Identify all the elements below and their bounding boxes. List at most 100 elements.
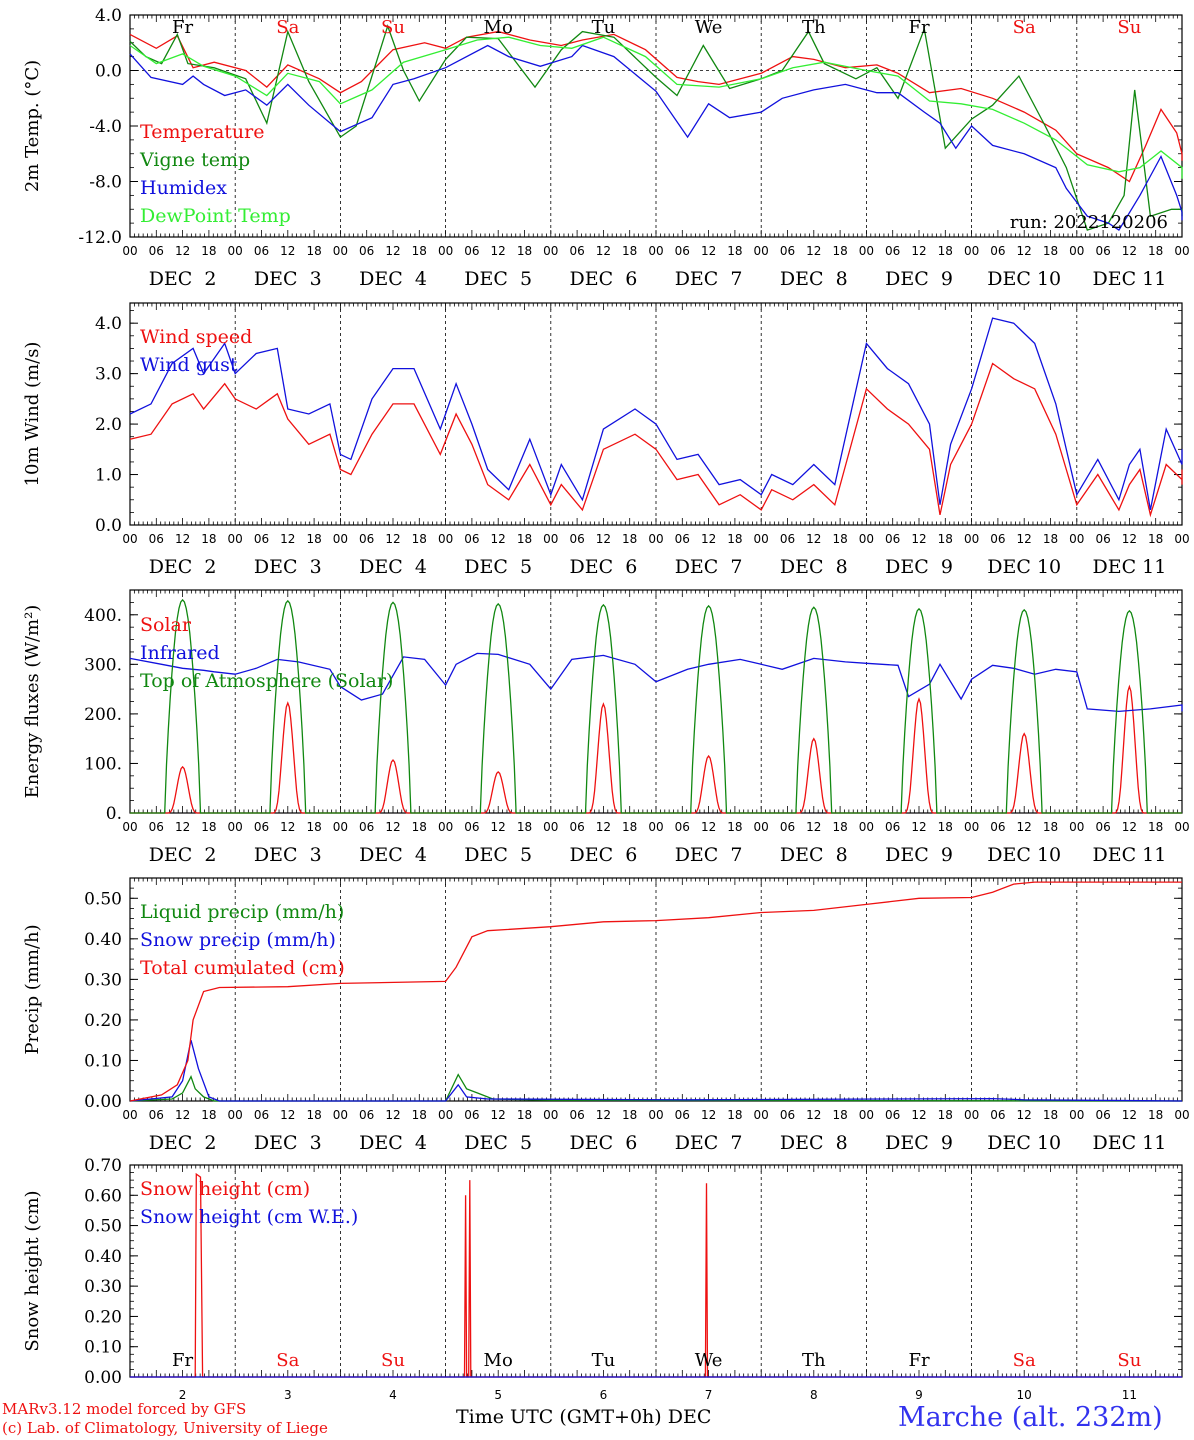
y-tick-label: 4.0 bbox=[95, 6, 122, 26]
y-axis-label: 10m Wind (m/s) bbox=[22, 342, 43, 487]
chart-panel-3: 0. 100. 200. 300. 400. Energy fluxes (W/m²) So… bbox=[22, 589, 1190, 866]
hour-tick-label: 06 bbox=[254, 1108, 269, 1122]
hour-tick-label: 06 bbox=[464, 820, 479, 834]
hour-tick-label: 00 bbox=[964, 1108, 979, 1122]
date-label: DEC 10 bbox=[987, 1132, 1061, 1154]
hour-tick-label: 00 bbox=[859, 244, 874, 258]
hour-tick-label: 00 bbox=[228, 1108, 243, 1122]
y-axis-label: 2m Temp. (°C) bbox=[22, 60, 43, 192]
day-number-label: 8 bbox=[810, 1388, 818, 1402]
hour-tick-label: 00 bbox=[438, 532, 453, 546]
date-label: DEC 3 bbox=[254, 268, 322, 290]
weekday-label: Fr bbox=[908, 17, 929, 38]
hour-tick-label: 18 bbox=[412, 244, 427, 258]
hour-tick-label: 18 bbox=[1043, 532, 1058, 546]
date-label: DEC 7 bbox=[675, 556, 743, 578]
hour-tick-label: 06 bbox=[464, 244, 479, 258]
hour-tick-label: 06 bbox=[464, 1108, 479, 1122]
hour-tick-label: 12 bbox=[911, 820, 926, 834]
date-label: DEC 4 bbox=[359, 844, 427, 866]
date-label: DEC 8 bbox=[780, 268, 848, 290]
weekday-label: Tu bbox=[592, 1350, 616, 1371]
y-tick-label: 0.50 bbox=[84, 1217, 122, 1237]
hour-tick-label: 18 bbox=[306, 532, 321, 546]
hour-tick-label: 18 bbox=[832, 532, 847, 546]
hour-tick-label: 18 bbox=[832, 820, 847, 834]
hour-tick-label: 06 bbox=[990, 1108, 1005, 1122]
hour-tick-label: 18 bbox=[201, 1108, 216, 1122]
hour-tick-label: 12 bbox=[1017, 244, 1032, 258]
hour-tick-label: 00 bbox=[543, 244, 558, 258]
y-tick-label: 0.60 bbox=[84, 1186, 122, 1206]
hour-tick-label: 12 bbox=[491, 820, 506, 834]
weekday-label: Th bbox=[802, 1350, 826, 1371]
hour-tick-label: 00 bbox=[964, 820, 979, 834]
legend-entry: Snow height (cm) bbox=[140, 1178, 310, 1200]
y-tick-label: 0. bbox=[106, 804, 122, 824]
hour-tick-label: 12 bbox=[1122, 532, 1137, 546]
hour-tick-label: 00 bbox=[333, 532, 348, 546]
y-tick-label: 0.0 bbox=[95, 62, 122, 82]
station-label: Marche (alt. 232m) bbox=[898, 1402, 1163, 1433]
hour-tick-label: 00 bbox=[964, 244, 979, 258]
legend-entry: Solar bbox=[140, 614, 192, 636]
hour-tick-label: 12 bbox=[175, 532, 190, 546]
chart-panel-1: -12.0 -8.0 -4.0 0.0 4.0 2m Temp. (°C) Temperat… bbox=[22, 6, 1190, 290]
weekday-label: Th bbox=[802, 17, 826, 38]
date-label: DEC 5 bbox=[464, 1132, 532, 1154]
hour-tick-label: 00 bbox=[859, 1108, 874, 1122]
hour-tick-label: 18 bbox=[1043, 1108, 1058, 1122]
y-tick-label: 400. bbox=[84, 606, 122, 626]
day-number-label: 5 bbox=[494, 1388, 502, 1402]
date-label: DEC 11 bbox=[1092, 844, 1166, 866]
credit-line-2: (c) Lab. of Climatology, University of L… bbox=[2, 1419, 328, 1437]
hour-tick-label: 06 bbox=[254, 820, 269, 834]
hour-tick-label: 00 bbox=[543, 532, 558, 546]
hour-tick-label: 12 bbox=[911, 244, 926, 258]
hour-tick-label: 00 bbox=[228, 532, 243, 546]
credit-line-1: MARv3.12 model forced by GFS bbox=[2, 1400, 247, 1418]
hour-tick-label: 06 bbox=[1095, 1108, 1110, 1122]
hour-tick-label: 12 bbox=[701, 244, 716, 258]
hour-tick-label: 06 bbox=[885, 1108, 900, 1122]
y-tick-label: 0.40 bbox=[84, 1247, 122, 1267]
hour-tick-label: 06 bbox=[569, 1108, 584, 1122]
date-label: DEC 6 bbox=[569, 556, 637, 578]
series-temperature bbox=[129, 30, 1183, 183]
hour-tick-label: 12 bbox=[1122, 244, 1137, 258]
y-tick-label: 0.30 bbox=[84, 1277, 122, 1297]
y-tick-label: 0.30 bbox=[84, 970, 122, 990]
date-label: DEC 4 bbox=[359, 556, 427, 578]
legend-entry: Vigne temp bbox=[139, 149, 250, 171]
hour-tick-label: 00 bbox=[1069, 244, 1084, 258]
hour-tick-label: 06 bbox=[569, 532, 584, 546]
hour-tick-label: 18 bbox=[517, 820, 532, 834]
weekday-label: Mo bbox=[484, 1350, 513, 1371]
hour-tick-label: 00 bbox=[333, 820, 348, 834]
y-tick-label: 1.0 bbox=[95, 466, 122, 486]
date-label: DEC 9 bbox=[885, 268, 953, 290]
y-tick-label: 0.50 bbox=[84, 889, 122, 909]
hour-tick-label: 12 bbox=[596, 244, 611, 258]
hour-tick-label: 12 bbox=[280, 244, 295, 258]
hour-tick-label: 00 bbox=[859, 532, 874, 546]
hour-tick-label: 06 bbox=[569, 244, 584, 258]
hour-tick-label: 12 bbox=[911, 1108, 926, 1122]
hour-tick-label: 06 bbox=[885, 244, 900, 258]
hour-tick-label: 00 bbox=[648, 532, 663, 546]
legend-entry: Infrared bbox=[140, 642, 220, 664]
hour-tick-label: 00 bbox=[1174, 244, 1189, 258]
hour-tick-label: 06 bbox=[780, 820, 795, 834]
weekday-label: Sa bbox=[276, 1350, 299, 1371]
date-label: DEC 3 bbox=[254, 556, 322, 578]
series-vigne-temp bbox=[129, 24, 1183, 231]
date-label: DEC 5 bbox=[464, 268, 532, 290]
hour-tick-label: 00 bbox=[122, 532, 137, 546]
hour-tick-label: 06 bbox=[885, 820, 900, 834]
legend-entry: Wind gust bbox=[140, 354, 238, 376]
y-tick-label: 2.0 bbox=[95, 415, 122, 435]
day-number-label: 6 bbox=[600, 1388, 608, 1402]
weekday-label: Sa bbox=[1013, 1350, 1036, 1371]
day-number-label: 2 bbox=[179, 1388, 187, 1402]
y-axis-label: Precip (mm/h) bbox=[22, 924, 43, 1054]
